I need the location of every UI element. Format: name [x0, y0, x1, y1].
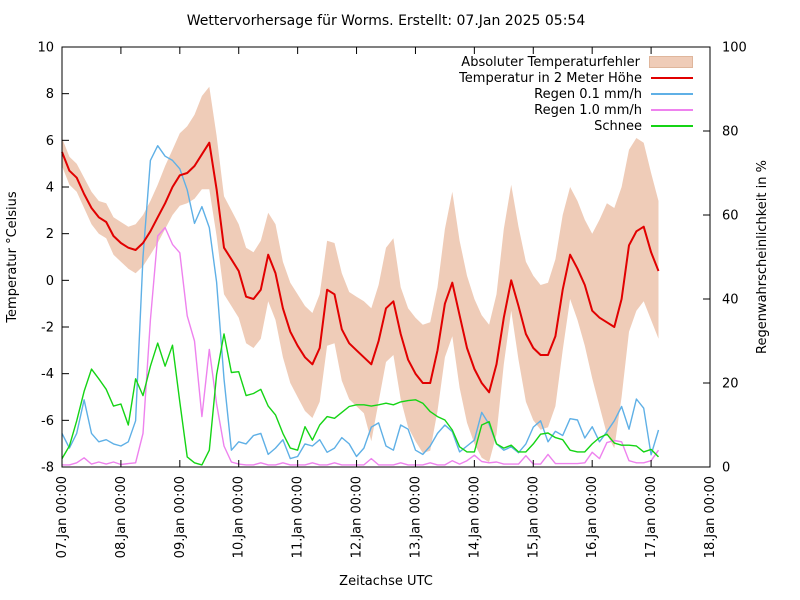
- legend-item-temperature-error: Absoluter Temperaturfehler: [459, 54, 693, 70]
- legend-label: Regen 1.0 mm/h: [534, 102, 642, 118]
- plot-border: [61, 46, 711, 468]
- error-band-swatch: [649, 56, 693, 68]
- snow-line: [61, 333, 659, 466]
- y-right-tick-label: 20: [722, 377, 739, 392]
- temperature-line: [61, 141, 660, 394]
- y-left-tick-label: 8: [46, 87, 54, 102]
- temperature-error-band: [62, 86, 659, 463]
- x-tick-label: 16.Jan 00:00: [585, 476, 600, 558]
- y-left-tick-label: -4: [41, 367, 54, 382]
- y-left-tick-label: 6: [46, 134, 54, 149]
- y-axis-right-title: Regenwahrscheinlichkeit in %: [755, 160, 770, 354]
- chart-legend: Absoluter Temperaturfehler Temperatur in…: [459, 54, 693, 134]
- y-left-tick-label: 10: [37, 41, 54, 56]
- y-right-tick-label: 40: [722, 293, 739, 308]
- y-left-tick-label: -8: [41, 461, 54, 476]
- legend-item-rain-10: Regen 1.0 mm/h: [459, 102, 693, 118]
- x-tick-label: 13.Jan 00:00: [408, 476, 423, 558]
- y-right-tick-label: 0: [722, 461, 730, 476]
- y-left-tick-label: -2: [41, 321, 54, 336]
- x-tick-label: 15.Jan 00:00: [526, 476, 541, 558]
- y-left-tick-label: 0: [46, 274, 54, 289]
- rain-10-line-swatch: [651, 109, 693, 111]
- legend-item-temperature: Temperatur in 2 Meter Höhe: [459, 70, 693, 86]
- legend-item-rain-01: Regen 0.1 mm/h: [459, 86, 693, 102]
- legend-label: Temperatur in 2 Meter Höhe: [459, 70, 642, 86]
- y-axis-left-title: Temperatur °Celsius: [5, 191, 20, 324]
- legend-label: Regen 0.1 mm/h: [534, 86, 642, 102]
- legend-label: Absoluter Temperaturfehler: [461, 54, 640, 70]
- rain-10-line: [62, 226, 660, 466]
- y-left-tick-label: 2: [46, 227, 54, 242]
- legend-label: Schnee: [594, 118, 642, 134]
- x-axis-title: Zeitachse UTC: [339, 574, 433, 589]
- x-tick-label: 14.Jan 00:00: [467, 476, 482, 558]
- y-right-tick-label: 100: [722, 41, 747, 56]
- x-tick-label: 08.Jan 00:00: [114, 476, 129, 558]
- y-left-tick-label: 4: [46, 181, 54, 196]
- x-tick-label: 07.Jan 00:00: [55, 476, 70, 558]
- x-tick-label: 17.Jan 00:00: [644, 476, 659, 558]
- rain-01-line-swatch: [651, 93, 693, 95]
- snow-line-swatch: [651, 125, 693, 127]
- x-tick-label: 11.Jan 00:00: [291, 476, 306, 558]
- x-tick-label: 09.Jan 00:00: [173, 476, 188, 558]
- rain-01-line: [61, 144, 660, 460]
- x-tick-label: 12.Jan 00:00: [350, 476, 365, 558]
- y-right-tick-label: 80: [722, 125, 739, 140]
- y-right-tick-label: 60: [722, 209, 739, 224]
- y-left-tick-label: -6: [41, 414, 54, 429]
- x-tick-label: 10.Jan 00:00: [232, 476, 247, 558]
- x-tick-label: 18.Jan 00:00: [703, 476, 718, 558]
- legend-item-snow: Schnee: [459, 118, 693, 134]
- chart-title: Wettervorhersage für Worms. Erstellt: 07…: [186, 13, 586, 29]
- temperature-line-swatch: [651, 77, 693, 79]
